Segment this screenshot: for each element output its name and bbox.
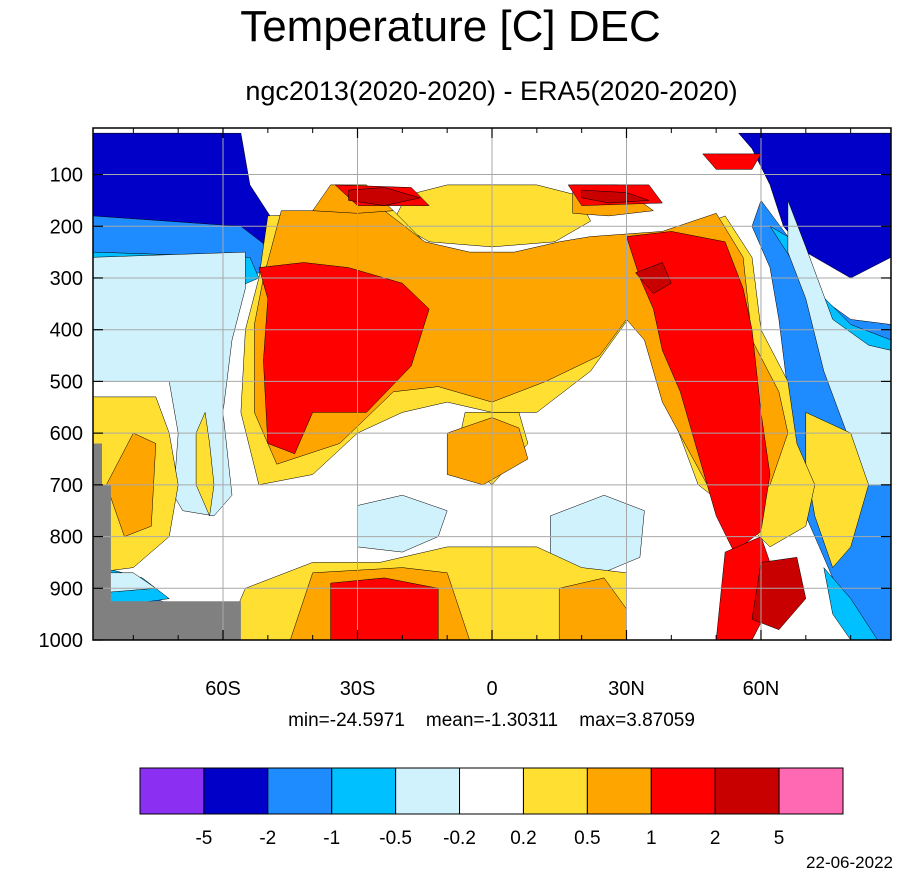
contour-region-40: [702, 153, 762, 170]
colorbar-swatch-5: [459, 767, 524, 815]
contour-region-36: [330, 577, 439, 640]
contour-region-9: [823, 567, 878, 640]
y-tick-label-3: 400: [50, 320, 83, 342]
colorbar-swatch-10: [778, 767, 844, 815]
colorbar-label-4: -0.2: [443, 828, 476, 849]
y-tick-label-8: 900: [50, 578, 83, 600]
contour-region-34: [258, 262, 430, 455]
chart-title: Temperature [C] DEC: [240, 2, 661, 51]
colorbar-label-3: -0.5: [379, 828, 412, 849]
min-stat: min=-24.5971: [288, 710, 405, 731]
date-stamp: 22-06-2022: [806, 853, 893, 872]
colorbar-swatch-7: [586, 767, 652, 815]
y-tick-label-0: 100: [50, 165, 83, 187]
colorbar-swatch-9: [714, 767, 780, 815]
x-tick-label-3: 30N: [608, 678, 645, 700]
mean-stat: mean=-1.30311: [425, 710, 559, 731]
y-tick-label-5: 600: [50, 423, 83, 445]
colorbar-label-7: 1: [646, 828, 657, 849]
contour-region-41: [348, 187, 421, 206]
x-tick-label-4: 60N: [743, 678, 780, 700]
y-tick-label-2: 300: [50, 268, 83, 290]
x-tick-label-1: 30S: [340, 678, 376, 700]
colorbar-label-9: 5: [774, 828, 785, 849]
y-tick-label-9: 1000: [39, 630, 84, 652]
stats-line: min=-24.5971 mean=-1.30311 max=3.87059: [0, 708, 901, 734]
colorbar-label-2: -1: [323, 828, 340, 849]
colorbar: -5 -2 -1 -0.5 -0.2 0.2 0.5 1 2 5: [139, 767, 844, 849]
colorbar-swatch-8: [650, 767, 716, 815]
max-stat: max=3.87059: [579, 710, 695, 731]
colorbar-swatch-2: [267, 767, 333, 815]
colorbar-swatch-6: [522, 767, 588, 815]
x-tick-label-0: 60S: [205, 678, 241, 700]
axes: 100 200 300 400 500 600 700 800 900 1000 60S 30S 0 30…: [39, 128, 891, 700]
y-tick-label-7: 800: [50, 527, 83, 549]
colorbar-label-8: 2: [710, 828, 721, 849]
y-tick-label-6: 700: [50, 475, 83, 497]
y-tick-label-1: 200: [50, 216, 83, 238]
chart-subtitle: ngc2013(2020-2020) - ERA5(2020-2020): [245, 76, 738, 106]
colorbar-label-5: 0.2: [510, 828, 536, 849]
y-tick-label-4: 500: [50, 371, 83, 393]
missing-data-layer: [93, 443, 241, 640]
colorbar-swatch-3: [331, 767, 397, 815]
colorbar-swatch-1: [203, 767, 269, 815]
contour-fill-layer: [93, 128, 891, 640]
colorbar-swatch-0: [139, 767, 205, 815]
contour-region-44: [751, 557, 807, 630]
colorbar-label-0: -5: [195, 828, 212, 849]
colorbar-swatch-4: [395, 767, 461, 815]
colorbar-label-1: -2: [259, 828, 276, 849]
colorbar-label-6: 0.5: [574, 828, 600, 849]
missing-data-region-0: [93, 443, 241, 640]
contour-region-42: [581, 189, 650, 204]
x-tick-label-2: 0: [486, 678, 497, 700]
